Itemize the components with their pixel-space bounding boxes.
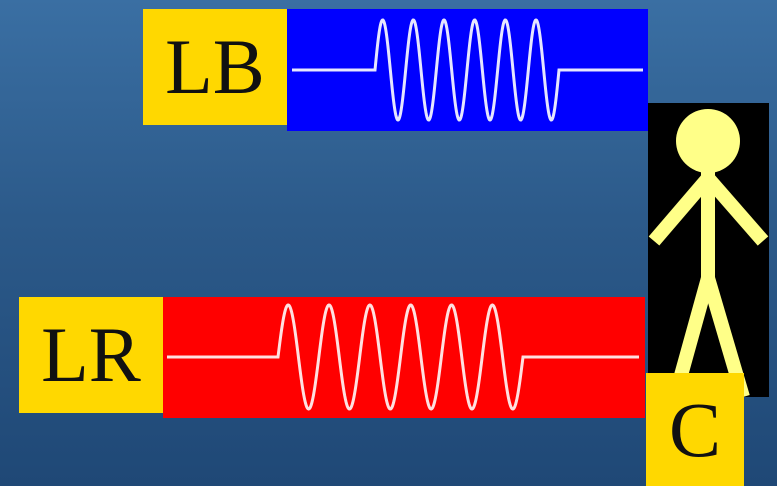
stick-figure-icon xyxy=(648,109,769,399)
observer-panel xyxy=(648,103,769,399)
figure-right-arm xyxy=(702,173,769,246)
lb-label: LB xyxy=(143,9,287,125)
red-wave-line xyxy=(167,303,639,411)
lb-label-text: LB xyxy=(165,23,265,110)
sine-wave-icon xyxy=(292,18,643,122)
sine-wave-icon xyxy=(167,303,639,411)
figure-left-arm xyxy=(648,173,714,246)
figure-head xyxy=(676,109,740,173)
c-label-text: C xyxy=(668,385,722,473)
lr-label-text: LR xyxy=(41,311,141,398)
red-wave-panel xyxy=(163,297,645,418)
c-label: C xyxy=(646,373,744,486)
blue-wave-panel xyxy=(287,9,648,131)
lr-label: LR xyxy=(19,297,163,413)
blue-wave-line xyxy=(292,18,643,122)
